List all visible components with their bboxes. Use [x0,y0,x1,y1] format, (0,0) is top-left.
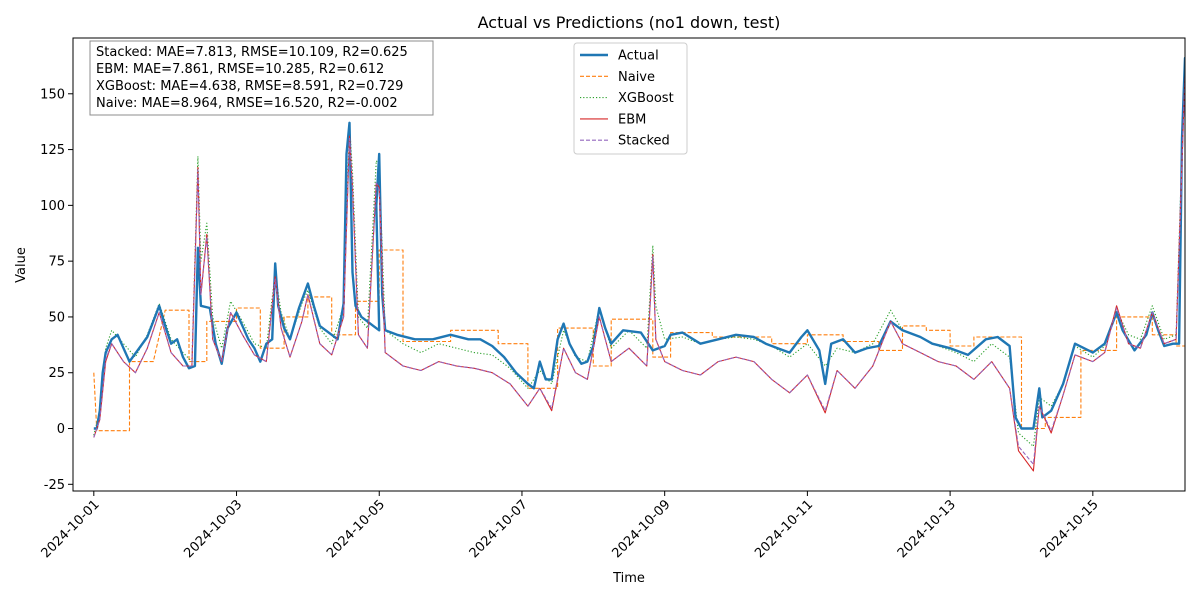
series-line-naive [93,249,1185,432]
y-tick-label: 25 [48,366,65,381]
axes-frame [72,37,1186,492]
y-tick-label: 125 [40,143,65,158]
chart-title: Actual vs Predictions (no1 down, test) [478,13,781,32]
metrics-line: Naive: MAE=8.964, RMSE=16.520, R2=-0.002 [96,96,398,111]
metrics-line: XGBoost: MAE=4.638, RMSE=8.591, R2=0.729 [96,79,403,94]
plot-area [93,56,1185,472]
y-tick-label: 75 [48,255,65,270]
legend-label-ebm: EBM [618,112,646,127]
y-tick-label: 150 [40,87,65,102]
x-axis-label: Time [612,571,645,586]
y-tick-label: 0 [57,422,65,437]
metrics-box: Stacked: MAE=7.813, RMSE=10.109, R2=0.62… [89,40,434,116]
series-line-stacked [93,77,1185,465]
y-tick-label: 50 [48,310,65,325]
metrics-box-frame [89,40,434,116]
y-axis-label: Value [14,247,29,283]
legend: Actual Naive XGBoost EBM Stacked [573,42,688,155]
legend-label-stacked: Stacked [618,134,670,149]
legend-frame [573,42,688,155]
y-tick-label: 100 [40,199,65,214]
legend-label-naive: Naive [618,70,655,85]
y-ticks: -25 0 25 50 75 100 125 150 [40,87,73,493]
metrics-line: Stacked: MAE=7.813, RMSE=10.109, R2=0.62… [96,45,408,60]
legend-label-xgboost: XGBoost [618,91,674,106]
y-tick-label: -25 [44,478,65,493]
metrics-line: EBM: MAE=7.861, RMSE=10.285, R2=0.612 [96,62,384,77]
legend-label-actual: Actual [618,49,659,64]
